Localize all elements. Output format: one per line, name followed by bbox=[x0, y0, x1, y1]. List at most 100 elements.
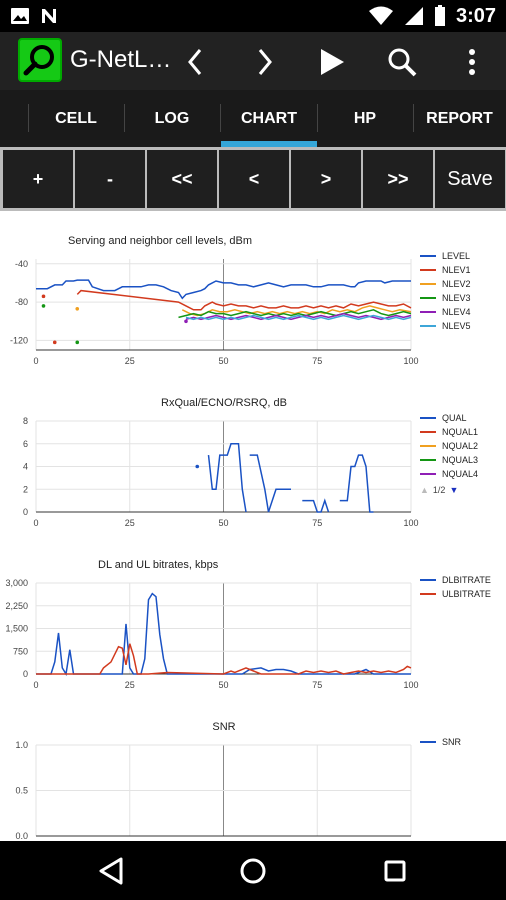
legend-page-indicator: 1/2 bbox=[432, 485, 446, 495]
series-line-qual bbox=[302, 498, 330, 513]
jump-forward-button[interactable]: >> bbox=[363, 150, 433, 208]
series-line-nlev3 bbox=[178, 309, 412, 319]
search-icon[interactable] bbox=[382, 42, 422, 82]
data-point-qual bbox=[195, 464, 200, 469]
legend-item-level: LEVEL bbox=[420, 249, 471, 263]
back-icon[interactable] bbox=[93, 853, 129, 889]
y-tick-label: 6 bbox=[23, 439, 28, 449]
tab-divider bbox=[413, 104, 414, 132]
tab-cell[interactable]: CELL bbox=[55, 109, 97, 127]
legend-swatch bbox=[420, 325, 436, 327]
play-icon[interactable] bbox=[312, 42, 352, 82]
legend-swatch bbox=[420, 741, 436, 743]
app-logo-icon[interactable] bbox=[18, 38, 62, 82]
legend-label: NQUAL1 bbox=[442, 427, 479, 437]
tab-chart[interactable]: CHART bbox=[241, 109, 297, 127]
legend-item-nlev1: NLEV1 bbox=[420, 263, 471, 277]
x-tick-label: 0 bbox=[33, 518, 38, 528]
tab-divider bbox=[124, 104, 125, 132]
legend-item-dlbitrate: DLBITRATE bbox=[420, 573, 491, 587]
tab-hp[interactable]: HP bbox=[353, 109, 377, 127]
chart-title: SNR bbox=[212, 721, 236, 733]
legend-swatch bbox=[420, 459, 436, 461]
tab-log[interactable]: LOG bbox=[154, 109, 190, 127]
chart-plot: 0 25 50 75 100 0 2 4 6 8 bbox=[23, 416, 419, 528]
legend-item-nqual2: NQUAL2 bbox=[420, 439, 478, 453]
legend-item-nqual4: NQUAL4 bbox=[420, 467, 478, 481]
legend-item-nqual3: NQUAL3 bbox=[420, 453, 478, 467]
image-icon bbox=[11, 8, 29, 24]
series-line-qual bbox=[339, 454, 374, 513]
app-bar: G-NetL… bbox=[0, 32, 506, 90]
legend-swatch bbox=[420, 283, 436, 285]
legend-label: SNR bbox=[442, 737, 462, 747]
legend-swatch bbox=[420, 297, 436, 299]
jump-back-button[interactable]: << bbox=[147, 150, 217, 208]
legend-label: ULBITRATE bbox=[442, 589, 491, 599]
legend-item-nlev5: NLEV5 bbox=[420, 319, 471, 333]
legend-item-qual: QUAL bbox=[420, 411, 478, 425]
x-tick-label: 100 bbox=[403, 680, 418, 690]
legend-label: NQUAL2 bbox=[442, 441, 479, 451]
y-tick-label: 4 bbox=[23, 462, 28, 472]
zoom-out-button[interactable]: - bbox=[75, 150, 145, 208]
series-line-dlbitrate bbox=[36, 592, 411, 677]
legend-label: LEVEL bbox=[442, 251, 471, 261]
signal-icon bbox=[404, 7, 423, 25]
tab-divider bbox=[220, 104, 221, 132]
save-button[interactable]: Save bbox=[435, 150, 505, 208]
active-tab-indicator bbox=[221, 141, 317, 147]
x-tick-label: 25 bbox=[125, 518, 135, 528]
chart-title: DL and UL bitrates, kbps bbox=[98, 559, 219, 571]
series-line-qual bbox=[249, 454, 291, 513]
x-tick-label: 0 bbox=[33, 680, 38, 690]
x-tick-label: 75 bbox=[312, 356, 322, 366]
y-tick-label: 0.5 bbox=[15, 786, 28, 796]
x-tick-label: 100 bbox=[403, 518, 418, 528]
legend-item-snr: SNR bbox=[420, 735, 461, 749]
step-back-button[interactable]: < bbox=[219, 150, 289, 208]
data-point-nlev3 bbox=[75, 340, 80, 345]
chevron-left-icon[interactable] bbox=[176, 42, 216, 82]
tab-bar: CELL LOG CHART HP REPORT bbox=[0, 90, 506, 147]
legend-label: NLEV3 bbox=[442, 293, 471, 303]
series-line-nlev5 bbox=[185, 314, 412, 321]
legend-label: NQUAL3 bbox=[442, 455, 479, 465]
data-point-nlev3 bbox=[41, 304, 46, 308]
x-tick-label: 25 bbox=[125, 680, 135, 690]
y-tick-label: 2 bbox=[23, 484, 28, 494]
series-line-ulbitrate bbox=[36, 643, 412, 675]
series-line-qual bbox=[207, 443, 247, 513]
chevron-right-icon[interactable] bbox=[244, 42, 284, 82]
chart-legend: DLBITRATE ULBITRATE bbox=[420, 573, 491, 601]
x-tick-label: 75 bbox=[312, 680, 322, 690]
y-tick-label: -120 bbox=[10, 335, 28, 345]
series-line-nlev2 bbox=[181, 305, 412, 317]
legend-prev-icon[interactable]: ▲ bbox=[420, 485, 429, 495]
y-tick-label: 0 bbox=[23, 669, 28, 679]
legend-swatch bbox=[420, 431, 436, 433]
tab-report[interactable]: REPORT bbox=[426, 109, 493, 127]
recents-icon[interactable] bbox=[377, 853, 413, 889]
series-line-nlev1 bbox=[76, 289, 412, 311]
legend-label: NLEV2 bbox=[442, 279, 471, 289]
y-tick-label: 0 bbox=[23, 507, 28, 517]
app-title: G-NetL… bbox=[70, 46, 172, 73]
chart-legend: SNR bbox=[420, 735, 461, 749]
zoom-in-button[interactable]: + bbox=[3, 150, 73, 208]
y-tick-label: 8 bbox=[23, 416, 28, 426]
y-tick-label: -40 bbox=[15, 259, 28, 269]
x-tick-label: 0 bbox=[33, 356, 38, 366]
legend-item-ulbitrate: ULBITRATE bbox=[420, 587, 491, 601]
series-line-nlev4 bbox=[185, 312, 412, 321]
legend-label: DLBITRATE bbox=[442, 575, 491, 585]
chart-control-bar: + - << < > >> Save bbox=[0, 147, 506, 211]
legend-label: NLEV4 bbox=[442, 307, 471, 317]
chart-title: Serving and neighbor cell levels, dBm bbox=[68, 235, 253, 247]
overflow-menu-icon[interactable] bbox=[452, 42, 492, 82]
home-icon[interactable] bbox=[235, 853, 271, 889]
legend-next-icon[interactable]: ▼ bbox=[449, 485, 459, 495]
n-icon bbox=[42, 9, 56, 23]
step-forward-button[interactable]: > bbox=[291, 150, 361, 208]
chart-legend: QUAL NQUAL1 NQUAL2 NQUAL3 NQUAL4 ▲ 1/2 ▼ bbox=[420, 411, 478, 495]
